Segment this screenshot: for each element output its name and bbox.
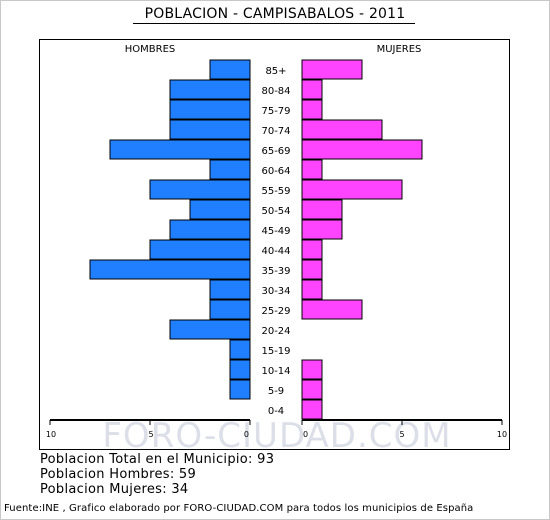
age-group-label: 55-59 xyxy=(261,186,290,197)
bar-mujeres xyxy=(301,219,343,240)
bar-mujeres xyxy=(301,259,323,280)
age-group-label: 45-49 xyxy=(261,226,290,237)
bar-mujeres xyxy=(301,239,323,260)
age-group-label: 80-84 xyxy=(261,86,290,97)
axis-tick-label: 10 xyxy=(497,430,507,439)
age-group-label: 15-19 xyxy=(261,346,290,357)
age-group-label: 20-24 xyxy=(261,326,290,337)
bar-hombres xyxy=(149,239,251,260)
bar-mujeres xyxy=(301,139,423,160)
bar-mujeres xyxy=(301,199,343,220)
age-group-label: 85+ xyxy=(265,66,286,77)
legend-mujeres: MUJERES xyxy=(377,44,422,55)
age-group-label: 50-54 xyxy=(261,206,290,217)
chart-frame xyxy=(39,39,510,450)
bar-hombres xyxy=(209,299,251,320)
bar-hombres xyxy=(149,179,251,200)
bar-mujeres xyxy=(301,99,323,120)
bar-hombres xyxy=(169,119,251,140)
chart-title: POBLACION - CAMPISABALOS - 2011 xyxy=(144,6,406,22)
bar-hombres xyxy=(189,199,251,220)
axis-tick-label: 10 xyxy=(46,430,56,439)
watermark: FORO-CIUDAD.COM xyxy=(102,416,451,456)
bar-mujeres xyxy=(301,119,383,140)
bar-mujeres xyxy=(301,299,363,320)
bar-mujeres xyxy=(301,179,403,200)
age-group-label: 25-29 xyxy=(261,306,290,317)
bar-hombres xyxy=(169,319,251,340)
age-group-label: 5-9 xyxy=(268,386,284,397)
bar-hombres xyxy=(89,259,251,280)
age-group-label: 30-34 xyxy=(261,286,290,297)
bar-hombres xyxy=(209,159,251,180)
bar-hombres xyxy=(169,99,251,120)
age-group-label: 0-4 xyxy=(268,406,284,417)
bar-mujeres xyxy=(301,399,323,420)
legend-hombres: HOMBRES xyxy=(125,44,176,55)
axis-tick-label: 5 xyxy=(148,430,153,439)
stat-total: Poblacion Total en el Municipio: 93 xyxy=(40,452,275,467)
age-group-label: 70-74 xyxy=(261,126,290,137)
bar-mujeres xyxy=(301,59,363,80)
age-group-label: 60-64 xyxy=(261,166,290,177)
bar-hombres xyxy=(229,359,251,380)
stat-mujeres: Poblacion Mujeres: 34 xyxy=(40,482,189,497)
bar-hombres xyxy=(209,279,251,300)
bar-mujeres xyxy=(301,79,323,100)
bar-hombres xyxy=(169,219,251,240)
bar-mujeres xyxy=(301,379,323,400)
axis-tick-label: 0 xyxy=(244,430,249,439)
axis-tick-label: 0 xyxy=(303,430,308,439)
bar-hombres xyxy=(229,339,251,360)
age-group-label: 65-69 xyxy=(261,146,290,157)
bar-mujeres xyxy=(301,279,323,300)
age-group-label: 35-39 xyxy=(261,266,290,277)
age-group-label: 10-14 xyxy=(261,366,290,377)
bar-mujeres xyxy=(301,359,323,380)
footer-source: Fuente:INE , Grafico elaborado por FORO-… xyxy=(4,503,474,514)
axis-tick-label: 5 xyxy=(399,430,404,439)
bar-hombres xyxy=(209,59,251,80)
stat-hombres: Poblacion Hombres: 59 xyxy=(40,467,197,482)
bar-mujeres xyxy=(301,159,323,180)
bar-hombres xyxy=(229,379,251,400)
age-group-label: 40-44 xyxy=(261,246,290,257)
age-group-label: 75-79 xyxy=(261,106,290,117)
bar-hombres xyxy=(109,139,251,160)
bar-hombres xyxy=(169,79,251,100)
title-underline xyxy=(133,23,415,24)
